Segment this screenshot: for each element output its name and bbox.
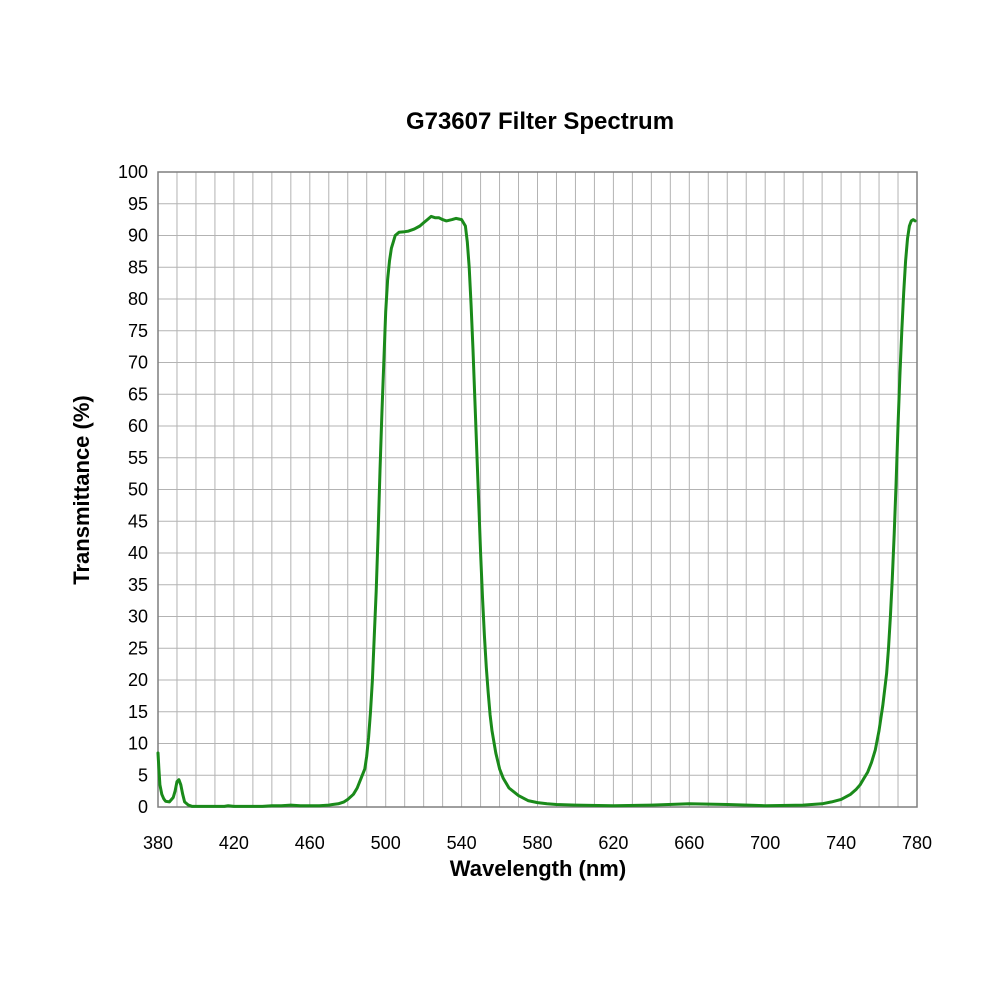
- y-tick-label: 10: [128, 734, 148, 754]
- x-tick-label: 620: [598, 833, 628, 853]
- y-tick-label: 90: [128, 226, 148, 246]
- y-tick-label: 75: [128, 321, 148, 341]
- x-tick-label: 540: [447, 833, 477, 853]
- y-tick-label: 95: [128, 194, 148, 214]
- x-tick-label: 660: [674, 833, 704, 853]
- x-tick-label: 380: [143, 833, 173, 853]
- y-tick-label: 35: [128, 575, 148, 595]
- y-tick-label: 100: [118, 162, 148, 182]
- x-tick-label: 420: [219, 833, 249, 853]
- y-tick-label: 20: [128, 670, 148, 690]
- chart-title: G73607 Filter Spectrum: [405, 108, 675, 135]
- x-tick-label: 700: [750, 833, 780, 853]
- x-tick-label: 460: [295, 833, 325, 853]
- y-tick-label: 65: [128, 384, 148, 404]
- y-tick-label: 40: [128, 543, 148, 563]
- y-axis-ticks: 0 5 10 15 20 25 30 35 40 45 50 55 60 65 70 75 80 85 90 95 10…: [118, 162, 148, 817]
- x-axis-ticks: 380 420 460 500 540 580 620 660 700 740 780: [143, 833, 932, 853]
- y-tick-label: 30: [128, 607, 148, 627]
- y-tick-label: 85: [128, 257, 148, 277]
- y-tick-label: 0: [138, 797, 148, 817]
- x-tick-label: 740: [826, 833, 856, 853]
- y-tick-label: 25: [128, 638, 148, 658]
- y-tick-label: 80: [128, 289, 148, 309]
- x-tick-label: 780: [902, 833, 932, 853]
- x-axis-label: Wavelength (nm): [449, 856, 627, 881]
- y-tick-label: 70: [128, 353, 148, 373]
- y-axis-label: Transmittance (%): [69, 395, 94, 585]
- y-tick-label: 5: [138, 765, 148, 785]
- x-tick-label: 500: [371, 833, 401, 853]
- y-tick-label: 60: [128, 416, 148, 436]
- y-tick-label: 50: [128, 480, 148, 500]
- plot-area-frame: [157, 171, 918, 808]
- y-tick-label: 45: [128, 511, 148, 531]
- x-tick-label: 580: [522, 833, 552, 853]
- y-tick-label: 15: [128, 702, 148, 722]
- grid-lines: [158, 172, 917, 807]
- transmittance-line: [156, 214, 917, 808]
- y-tick-label: 55: [128, 448, 148, 468]
